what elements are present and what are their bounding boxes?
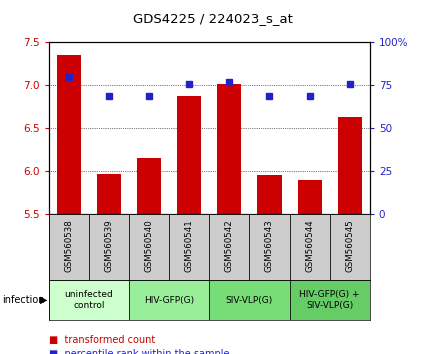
Bar: [177, 96, 201, 214]
Bar: [298, 180, 322, 214]
Bar: [89, 214, 129, 280]
Bar: [209, 214, 249, 280]
Bar: [337, 117, 362, 214]
Text: GDS4225 / 224023_s_at: GDS4225 / 224023_s_at: [133, 12, 292, 25]
Text: HIV-GFP(G): HIV-GFP(G): [144, 296, 194, 304]
Bar: [129, 280, 209, 320]
Bar: [137, 158, 161, 214]
Bar: [129, 214, 169, 280]
Text: GSM560538: GSM560538: [65, 219, 74, 272]
Bar: [289, 214, 330, 280]
Text: ■  percentile rank within the sample: ■ percentile rank within the sample: [49, 349, 230, 354]
Bar: [49, 214, 89, 280]
Bar: [169, 214, 209, 280]
Bar: [249, 214, 289, 280]
Text: GSM560545: GSM560545: [345, 219, 354, 272]
Text: HIV-GFP(G) +
SIV-VLP(G): HIV-GFP(G) + SIV-VLP(G): [299, 290, 360, 310]
Text: GSM560543: GSM560543: [265, 219, 274, 272]
Bar: [289, 280, 370, 320]
Text: GSM560544: GSM560544: [305, 219, 314, 272]
Bar: [209, 280, 289, 320]
Text: GSM560539: GSM560539: [105, 219, 113, 272]
Text: infection: infection: [2, 295, 45, 305]
Text: uninfected
control: uninfected control: [65, 290, 113, 310]
Text: GSM560540: GSM560540: [144, 219, 154, 272]
Text: GSM560542: GSM560542: [225, 219, 234, 272]
Bar: [258, 175, 281, 214]
Text: ■  transformed count: ■ transformed count: [49, 335, 155, 345]
Text: ▶: ▶: [40, 295, 47, 305]
Bar: [330, 214, 370, 280]
Text: SIV-VLP(G): SIV-VLP(G): [226, 296, 273, 304]
Bar: [217, 84, 241, 214]
Bar: [57, 55, 81, 214]
Text: GSM560541: GSM560541: [185, 219, 194, 272]
Bar: [49, 280, 129, 320]
Bar: [97, 174, 121, 214]
